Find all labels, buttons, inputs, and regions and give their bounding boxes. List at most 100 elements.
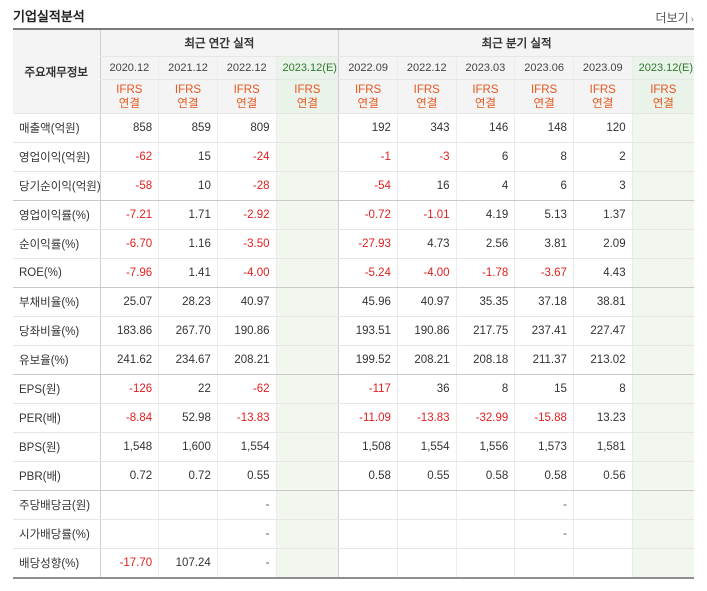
ifrs-label: IFRS xyxy=(472,83,499,96)
consolidated-label: 연결 xyxy=(357,97,379,110)
table-cell xyxy=(631,403,694,433)
table-row: EPS(원) -126 22 -62 -117 36 8 15 8 xyxy=(13,374,694,404)
table-row: PBR(배) 0.72 0.72 0.55 0.58 0.55 0.58 0.58 0.56 xyxy=(13,461,694,491)
table-cell: 4.73 xyxy=(396,229,457,259)
table-row: 부채비율(%) 25.07 28.23 40.97 45.96 40.97 35.35 37.… xyxy=(13,287,694,317)
table-cell: -1.01 xyxy=(396,200,457,230)
table-row: BPS(원) 1,548 1,600 1,554 1,508 1,554 1,556 1,57… xyxy=(13,432,694,462)
table-cell: -7.96 xyxy=(99,258,159,288)
row-label: 당기순이익(억원) xyxy=(13,171,101,201)
table-cell: 217.75 xyxy=(455,316,515,346)
table-cell: -13.83 xyxy=(396,403,457,433)
period-header: 2023.09 xyxy=(572,56,633,80)
table-cell: 4.43 xyxy=(572,258,633,288)
table-cell: -24 xyxy=(216,142,277,172)
group-quarterly: 최근 분기 실적 xyxy=(338,28,694,57)
table-cell: -11.09 xyxy=(338,403,398,433)
table-row: 매출액(억원) 858 859 809 192 343 146 148 120 xyxy=(13,113,694,143)
table-cell xyxy=(275,490,339,520)
table-cell: -3 xyxy=(396,142,457,172)
table-cell xyxy=(631,287,694,317)
table-cell: 208.21 xyxy=(216,345,277,375)
ifrs-label: IFRS xyxy=(116,83,143,96)
table-row: 시가배당률(%) - - xyxy=(13,519,694,549)
table-cell: 211.37 xyxy=(514,345,574,375)
row-label: PBR(배) xyxy=(13,461,100,491)
row-header-label: 주요재무정보 xyxy=(13,28,100,114)
period-header: 2020.12 xyxy=(99,56,159,80)
table-cell xyxy=(631,345,694,375)
table-cell: 8 xyxy=(572,374,633,404)
table-cell: 0.72 xyxy=(99,461,159,491)
table-row: PER(배) -8.84 52.98 -13.83 -11.09 -13.83 -32.99… xyxy=(13,403,694,433)
table-cell: -4.00 xyxy=(396,258,457,288)
row-label: PER(배) xyxy=(13,403,100,433)
ifrs-consolidated-label: IFRS 연결 xyxy=(275,79,339,114)
table-cell xyxy=(631,171,694,201)
period-header: 2023.03 xyxy=(455,56,515,80)
table-cell: 25.07 xyxy=(99,287,159,317)
table-cell xyxy=(275,258,339,288)
table-row: 당좌비율(%) 183.86 267.70 190.86 193.51 190.86 217… xyxy=(13,316,694,346)
table-cell xyxy=(631,548,694,579)
table-cell: 0.58 xyxy=(514,461,574,491)
table-cell xyxy=(338,519,398,549)
table-cell: -28 xyxy=(216,171,277,201)
table-cell xyxy=(631,374,694,404)
table-cell xyxy=(455,548,515,579)
table-row: 주당배당금(원) - - xyxy=(13,490,694,520)
row-label: 유보율(%) xyxy=(13,345,100,375)
period-header: 2022.12 xyxy=(216,56,277,80)
row-label: ROE(%) xyxy=(13,258,100,288)
table-cell: 148 xyxy=(514,113,574,143)
table-cell xyxy=(631,519,694,549)
period-header: 2023.06 xyxy=(514,56,574,80)
table-cell xyxy=(631,229,694,259)
consolidated-label: 연결 xyxy=(474,97,496,110)
table-cell: -3.67 xyxy=(514,258,574,288)
table-cell: -3.50 xyxy=(216,229,277,259)
table-cell: 2 xyxy=(572,142,633,172)
table-cell: -2.92 xyxy=(216,200,277,230)
table-cell: - xyxy=(216,548,277,579)
row-label: 배당성향(%) xyxy=(13,548,100,579)
table-cell: 6 xyxy=(455,142,515,172)
row-label: 영업이익(억원) xyxy=(13,142,100,172)
table-cell: 3 xyxy=(572,171,633,201)
table-cell: -6.70 xyxy=(99,229,159,259)
period-header: 2023.12(E) xyxy=(275,56,339,80)
financial-summary-table: 주요재무정보 최근 연간 실적 최근 분기 실적 2020.12 2021.12 2… xyxy=(13,28,694,579)
table-cell: 1,600 xyxy=(158,432,218,462)
table-cell: 146 xyxy=(455,113,515,143)
table-cell: 267.70 xyxy=(158,316,218,346)
table-cell xyxy=(455,519,515,549)
table-cell: 4.19 xyxy=(455,200,515,230)
more-link[interactable]: 더보기 › xyxy=(656,9,694,26)
table-row: 당기순이익(억원) -58 10 -28 -54 16 4 6 3 xyxy=(13,171,694,201)
table-cell: 1.37 xyxy=(572,200,633,230)
ifrs-label: IFRS xyxy=(530,83,558,96)
table-cell: 199.52 xyxy=(338,345,398,375)
table-cell: 1,508 xyxy=(338,432,398,462)
table-cell: 120 xyxy=(572,113,633,143)
table-cell: -62 xyxy=(99,142,159,172)
table-cell xyxy=(631,461,694,491)
table-cell xyxy=(275,461,339,491)
table-cell xyxy=(631,258,694,288)
consolidated-label: 연결 xyxy=(533,97,555,110)
table-cell xyxy=(275,171,339,201)
table-cell: 809 xyxy=(216,113,277,143)
table-body: 매출액(억원) 858 859 809 192 343 146 148 120 영업이익(억원) -… xyxy=(13,113,694,579)
table-cell: 36 xyxy=(396,374,457,404)
table-cell: 859 xyxy=(158,113,218,143)
table-cell: -17.70 xyxy=(99,548,159,579)
table-cell xyxy=(396,519,457,549)
table-cell: 190.86 xyxy=(396,316,457,346)
table-cell xyxy=(514,548,574,579)
table-cell xyxy=(99,490,159,520)
table-cell: -117 xyxy=(338,374,398,404)
chevron-right-icon: › xyxy=(690,14,694,25)
table-cell: -1 xyxy=(338,142,398,172)
table-row: 영업이익률(%) -7.21 1.71 -2.92 -0.72 -1.01 4.19 5.13… xyxy=(13,200,694,230)
table-cell xyxy=(275,403,339,433)
